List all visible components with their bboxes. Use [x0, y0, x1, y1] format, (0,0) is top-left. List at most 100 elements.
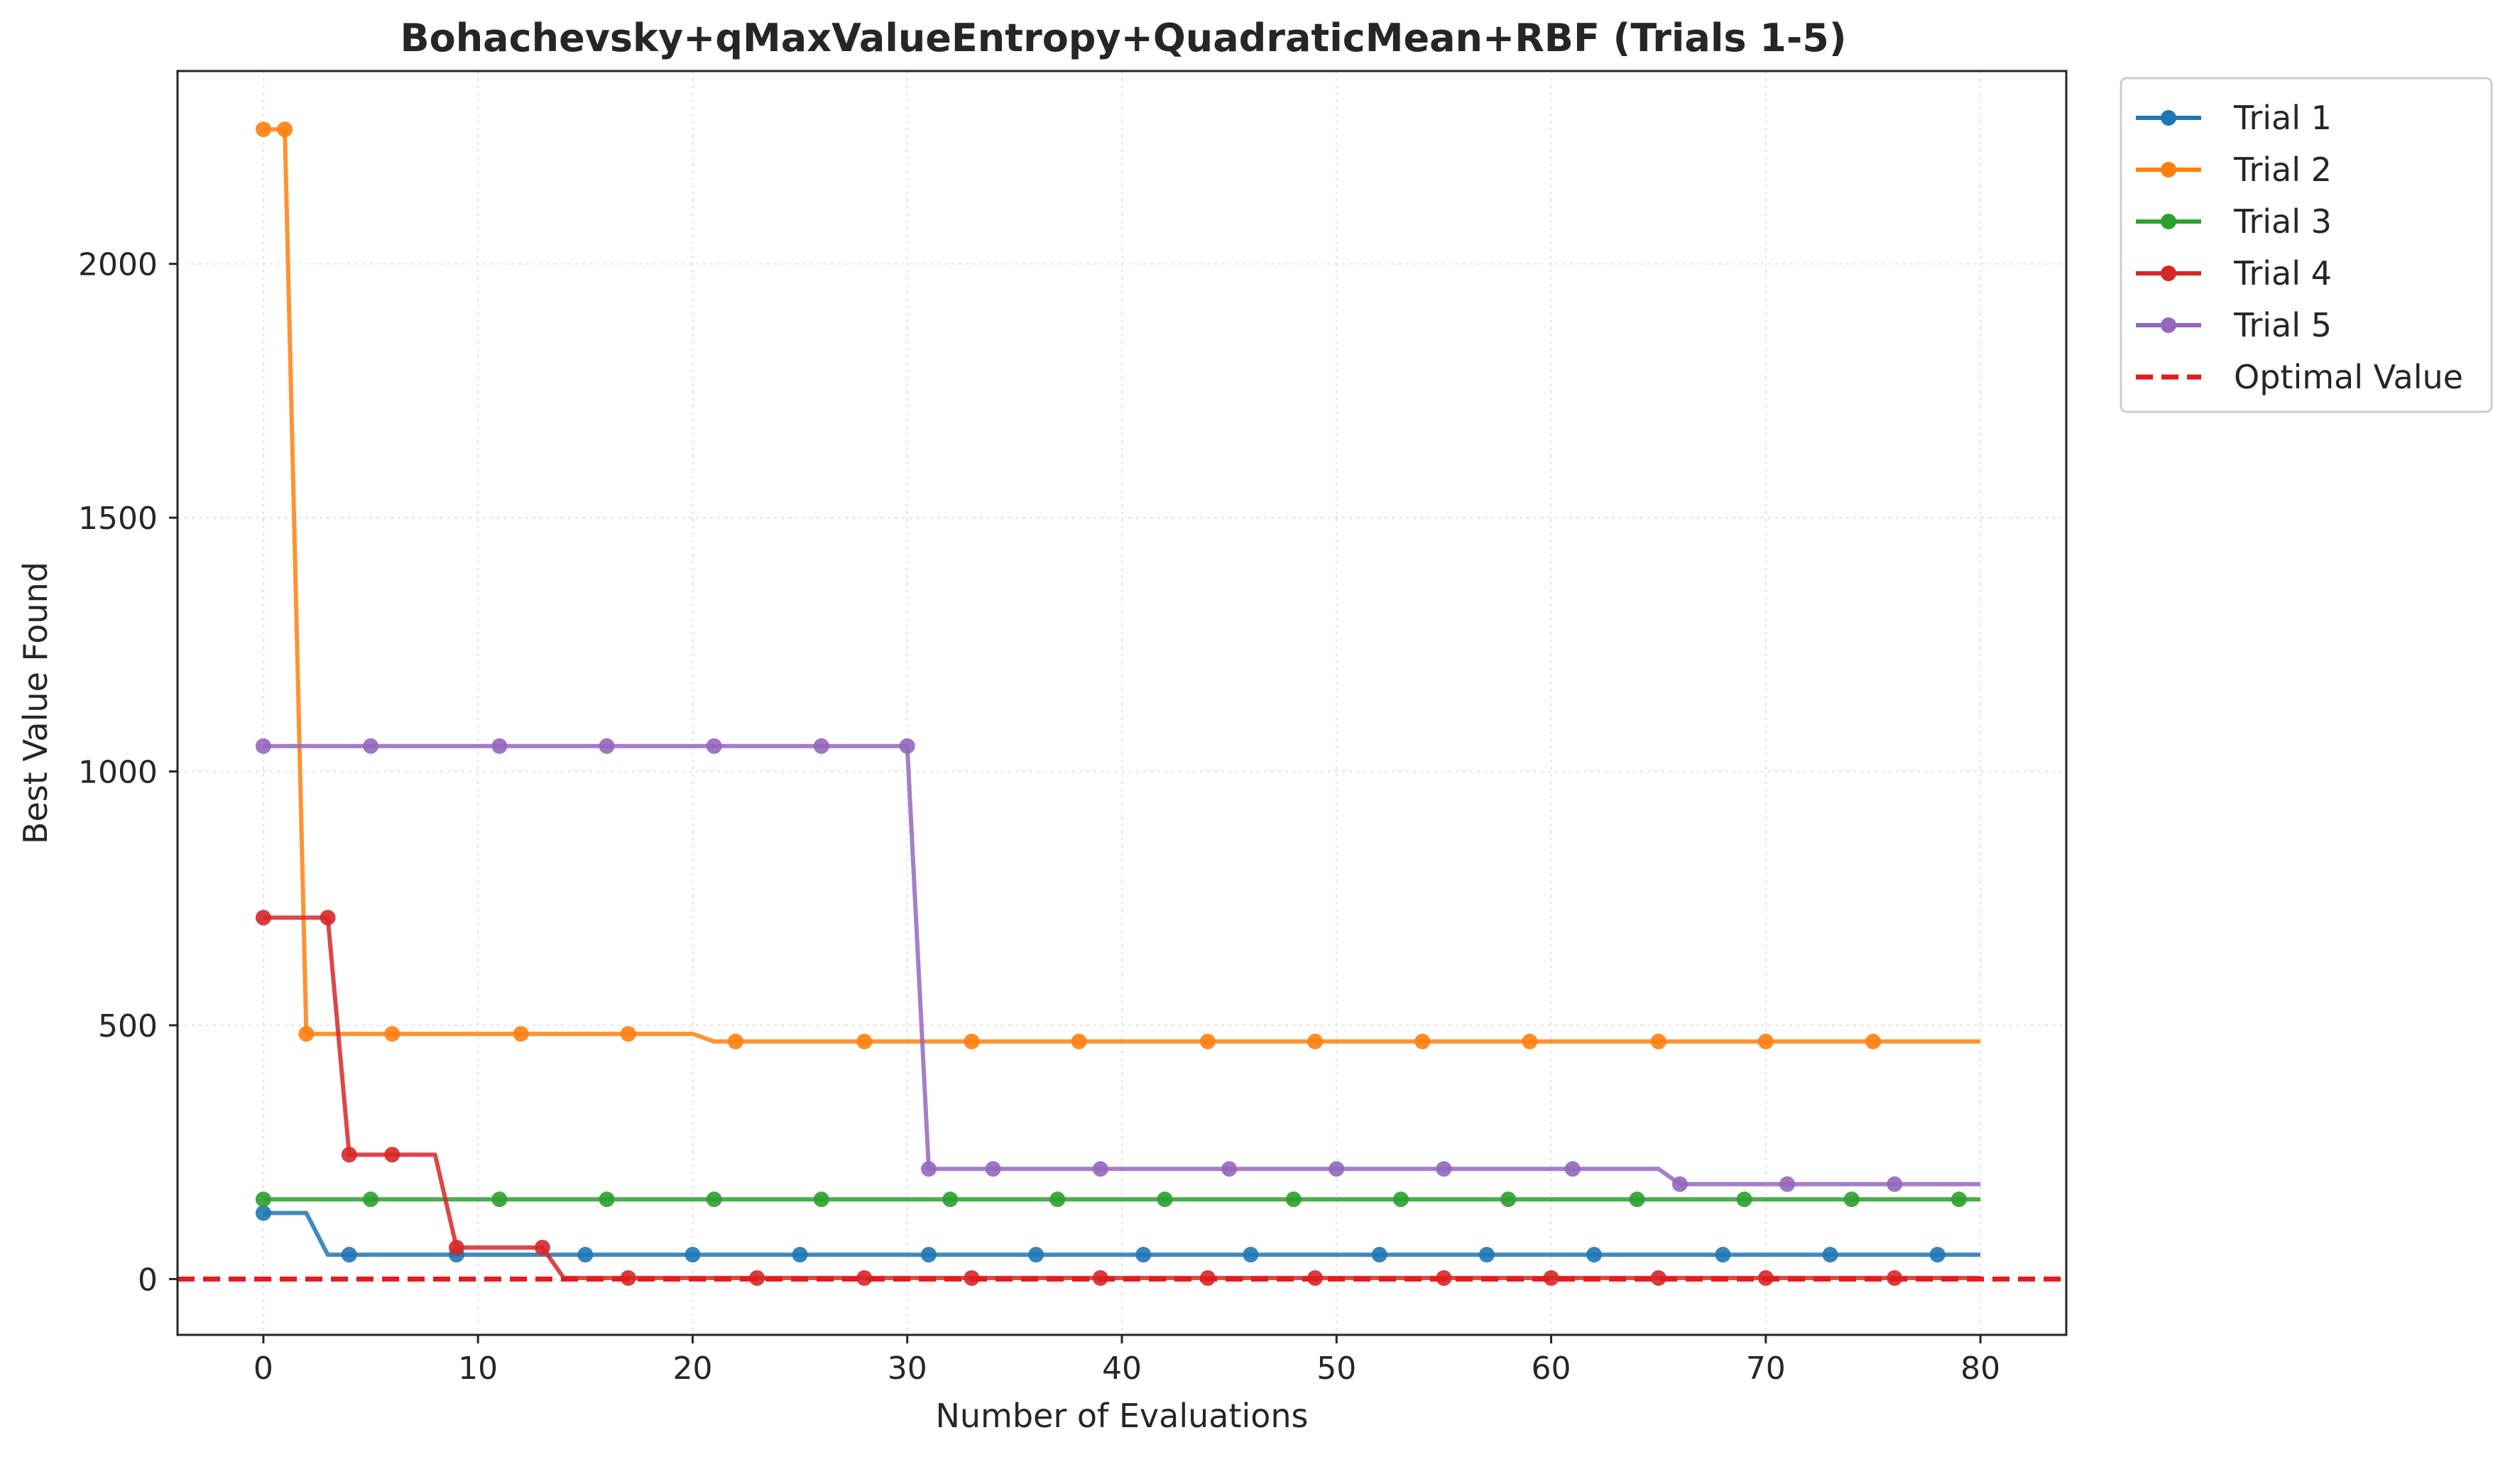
data-point — [320, 910, 336, 926]
data-point — [255, 738, 271, 754]
y-tick-label: 1000 — [78, 755, 158, 791]
x-tick-label: 80 — [1960, 1350, 2000, 1387]
data-point — [1436, 1161, 1452, 1177]
legend-marker — [2161, 317, 2176, 333]
data-point — [1500, 1191, 1517, 1208]
data-point — [792, 1247, 808, 1263]
series-line — [263, 743, 1981, 1186]
data-point — [277, 121, 293, 138]
series-trial-2 — [255, 121, 1981, 1049]
legend-box — [2120, 77, 2493, 413]
legend-label: Trial 2 — [2233, 151, 2332, 189]
x-tick-label: 40 — [1102, 1350, 1142, 1387]
data-point — [1285, 1191, 1302, 1208]
data-point — [384, 1026, 400, 1042]
data-point — [1865, 1033, 1881, 1049]
data-point — [513, 1026, 529, 1042]
data-point — [1157, 1191, 1173, 1208]
legend-marker — [2161, 110, 2176, 126]
data-point — [1092, 1161, 1108, 1177]
legend-item: Trial 2 — [2136, 151, 2332, 189]
x-tick-label: 70 — [1746, 1350, 1786, 1387]
data-point — [491, 1191, 508, 1208]
data-point — [1715, 1247, 1731, 1263]
data-point — [620, 1026, 636, 1042]
data-point — [448, 1240, 464, 1256]
data-point — [1307, 1033, 1324, 1049]
data-point — [727, 1033, 743, 1049]
x-ticks: 0 10 20 30 40 50 60 70 80 — [253, 1335, 2000, 1387]
data-point — [899, 738, 915, 754]
data-point — [363, 738, 379, 754]
data-point — [1522, 1033, 1538, 1049]
data-point — [491, 738, 508, 754]
legend-item: Trial 1 — [2136, 99, 2332, 137]
data-point — [255, 121, 271, 138]
data-point — [1650, 1033, 1667, 1049]
data-point — [341, 1247, 357, 1263]
y-tick-label: 500 — [98, 1008, 158, 1044]
data-point — [1929, 1247, 1946, 1263]
data-point — [985, 1161, 1001, 1177]
series-trial-3 — [255, 1191, 1981, 1208]
data-point — [577, 1247, 594, 1263]
legend-item: Optimal Value — [2136, 358, 2463, 396]
legend-marker — [2161, 162, 2176, 178]
chart-title: Bohachevsky+qMaxValueEntropy+QuadraticMe… — [400, 16, 1846, 60]
data-point — [1071, 1033, 1087, 1049]
data-point — [1371, 1247, 1387, 1263]
data-point — [1822, 1247, 1838, 1263]
data-point — [813, 738, 829, 754]
legend-item: Trial 4 — [2136, 254, 2332, 293]
data-point — [1671, 1176, 1688, 1192]
x-tick-label: 30 — [888, 1350, 927, 1387]
y-axis-label: Best Value Found — [16, 562, 55, 844]
x-tick-label: 50 — [1316, 1350, 1356, 1387]
data-point — [749, 1270, 765, 1286]
data-point — [1199, 1033, 1216, 1049]
data-point — [856, 1033, 873, 1049]
data-point — [255, 1205, 271, 1221]
data-point — [1951, 1191, 1967, 1208]
data-point — [1757, 1033, 1774, 1049]
data-point — [1392, 1191, 1409, 1208]
data-point — [684, 1247, 701, 1263]
grid — [178, 71, 2066, 1335]
data-point — [920, 1161, 937, 1177]
legend-label: Trial 5 — [2233, 306, 2332, 344]
data-point — [599, 738, 615, 754]
series-trial-4 — [255, 910, 1981, 1286]
data-point — [706, 738, 722, 754]
data-point — [1779, 1176, 1796, 1192]
data-point — [1243, 1247, 1259, 1263]
data-point — [706, 1191, 722, 1208]
data-point — [1564, 1161, 1581, 1177]
x-tick-label: 10 — [458, 1350, 498, 1387]
data-point — [1221, 1161, 1238, 1177]
legend-label: Trial 3 — [2233, 202, 2332, 241]
series-trial-5 — [255, 738, 1981, 1192]
y-tick-label: 1500 — [78, 501, 158, 537]
data-point — [1329, 1161, 1345, 1177]
legend-label: Trial 1 — [2233, 99, 2332, 137]
legend-marker — [2161, 266, 2176, 281]
data-point — [1650, 1270, 1667, 1286]
data-point — [298, 1026, 315, 1042]
legend-item: Trial 3 — [2136, 202, 2332, 241]
legend-item: Trial 5 — [2136, 306, 2332, 344]
data-point — [1135, 1247, 1152, 1263]
plot-series — [178, 121, 2066, 1286]
x-tick-label: 60 — [1532, 1350, 1571, 1387]
legend-label: Trial 4 — [2233, 254, 2332, 293]
legend-marker — [2161, 214, 2176, 229]
series-line — [263, 1211, 1981, 1257]
series-trial-1 — [255, 1205, 1981, 1263]
data-point — [1736, 1191, 1752, 1208]
data-point — [1049, 1191, 1066, 1208]
x-tick-label: 20 — [672, 1350, 712, 1387]
data-point — [1629, 1191, 1645, 1208]
data-point — [341, 1147, 357, 1163]
y-tick-label: 2000 — [78, 247, 158, 283]
data-point — [599, 1191, 615, 1208]
